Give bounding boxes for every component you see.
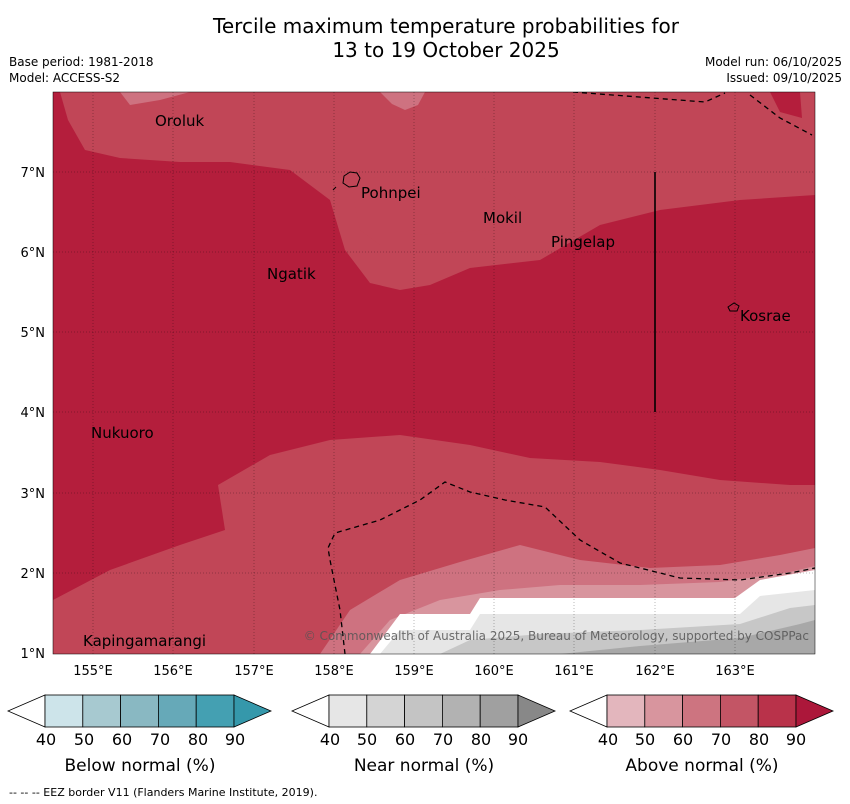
above-tick: 90 xyxy=(785,730,807,749)
above-60-north-region-2 xyxy=(120,92,190,105)
map-title: Tercile maximum temperature probabilitie… xyxy=(0,14,850,62)
colorbar-segment xyxy=(757,694,797,728)
colorbar-segment xyxy=(606,694,646,728)
title-line-2: 13 to 19 October 2025 xyxy=(332,38,560,62)
meta-left: Base period: 1981-2018 Model: ACCESS-S2 xyxy=(9,54,154,86)
colorbar-segment xyxy=(720,694,759,728)
colorbar-low-arrow xyxy=(568,694,608,728)
lon-axis: 155°E 156°E 157°E 158°E 159°E 160°E 161°… xyxy=(73,664,755,679)
near-normal-title: Near normal (%) xyxy=(353,756,495,776)
place-kosrae: Kosrae xyxy=(740,307,791,325)
copyright-notice: © Commonwealth of Australia 2025, Bureau… xyxy=(304,629,809,643)
above-tick: 80 xyxy=(748,730,770,749)
colorbar-high-arrow xyxy=(233,694,273,728)
base-period: Base period: 1981-2018 xyxy=(9,55,154,69)
ant-atoll-mark xyxy=(332,186,337,191)
above-60-center-region xyxy=(350,170,520,245)
above-60-north-region xyxy=(380,92,425,110)
below-normal-colorbar xyxy=(6,694,273,728)
below-tick: 80 xyxy=(187,730,209,749)
colorbar-segment xyxy=(441,694,481,728)
title-line-1: Tercile maximum temperature probabilitie… xyxy=(213,14,679,38)
lat-label: 2°N xyxy=(21,567,46,582)
place-pohnpei: Pohnpei xyxy=(361,184,421,202)
colorbar-segment xyxy=(404,694,443,728)
lat-label: 1°N xyxy=(21,647,46,662)
eez-border xyxy=(327,92,815,654)
colorbar-segment xyxy=(644,694,683,728)
near-tick: 90 xyxy=(507,730,529,749)
lon-label: 157°E xyxy=(234,664,274,679)
map-frame xyxy=(52,91,816,655)
place-ngatik: Ngatik xyxy=(267,265,316,283)
issued-date: Issued: 09/10/2025 xyxy=(726,71,842,85)
colorbar-low-arrow xyxy=(6,694,46,728)
lat-label: 3°N xyxy=(21,487,46,502)
near-tick: 50 xyxy=(356,730,378,749)
near-tick: 60 xyxy=(394,730,416,749)
above-tick: 60 xyxy=(672,730,694,749)
lat-label: 4°N xyxy=(21,406,46,421)
lon-label: 156°E xyxy=(153,664,193,679)
lat-label: 6°N xyxy=(21,246,46,261)
model-name: Model: ACCESS-S2 xyxy=(9,71,121,85)
above-tick: 50 xyxy=(634,730,656,749)
near-normal-colorbar xyxy=(290,694,557,728)
colorbar-segment xyxy=(366,694,405,728)
kosrae-island xyxy=(727,302,740,312)
place-pingelap: Pingelap xyxy=(551,233,615,251)
above-normal-colorbar xyxy=(568,694,835,728)
colorbars xyxy=(6,694,835,728)
lon-label: 155°E xyxy=(73,664,113,679)
near-tick: 80 xyxy=(470,730,492,749)
colorbar-high-arrow xyxy=(795,694,835,728)
lon-label: 160°E xyxy=(474,664,514,679)
probability-map: Oroluk Pohnpei Mokil Pingelap Ngatik Kos… xyxy=(21,91,816,679)
eez-footnote: -- -- -- EEZ border V11 (Flanders Marine… xyxy=(9,786,318,799)
place-kapingamarangi: Kapingamarangi xyxy=(83,632,206,650)
below-tick: 40 xyxy=(35,730,57,749)
colorbar-segment xyxy=(44,694,84,728)
lon-label: 158°E xyxy=(314,664,354,679)
below-tick: 70 xyxy=(149,730,171,749)
lat-label: 5°N xyxy=(21,326,46,341)
colorbar-segment xyxy=(479,694,519,728)
below-tick: 50 xyxy=(73,730,95,749)
colorbar-segment xyxy=(682,694,721,728)
colorbar-segment xyxy=(120,694,159,728)
lat-axis: 7°N 6°N 5°N 4°N 3°N 2°N 1°N xyxy=(21,166,46,662)
colorbar-segment xyxy=(195,694,235,728)
above-tick: 70 xyxy=(710,730,732,749)
model-run: Model run: 06/10/2025 xyxy=(704,55,842,69)
lon-label: 163°E xyxy=(715,664,755,679)
meta-right: Model run: 06/10/2025 Issued: 09/10/2025 xyxy=(705,54,842,86)
near-tick: 70 xyxy=(432,730,454,749)
lat-label: 7°N xyxy=(21,166,46,181)
colorbar-segment xyxy=(328,694,368,728)
place-oroluk: Oroluk xyxy=(155,112,204,130)
below-tick: 60 xyxy=(111,730,133,749)
lon-label: 159°E xyxy=(394,664,434,679)
map-plot-area: Oroluk Pohnpei Mokil Pingelap Ngatik Kos… xyxy=(53,92,815,654)
below-normal-title: Below normal (%) xyxy=(64,756,216,776)
near-70-region xyxy=(560,620,815,654)
above-tick: 40 xyxy=(597,730,619,749)
colorbar-segment xyxy=(82,694,122,728)
lon-label: 162°E xyxy=(635,664,675,679)
lon-label: 161°E xyxy=(554,664,594,679)
above-normal-title: Above normal (%) xyxy=(625,756,779,776)
near-tick: 40 xyxy=(319,730,341,749)
colorbar-high-arrow xyxy=(517,694,557,728)
place-nukuoro: Nukuoro xyxy=(91,424,154,442)
colorbar-low-arrow xyxy=(290,694,330,728)
below-tick: 90 xyxy=(224,730,246,749)
above-80-east-patch xyxy=(770,92,802,118)
place-mokil: Mokil xyxy=(483,209,522,227)
pohnpei-island xyxy=(342,171,361,188)
colorbar-segment xyxy=(157,694,197,728)
